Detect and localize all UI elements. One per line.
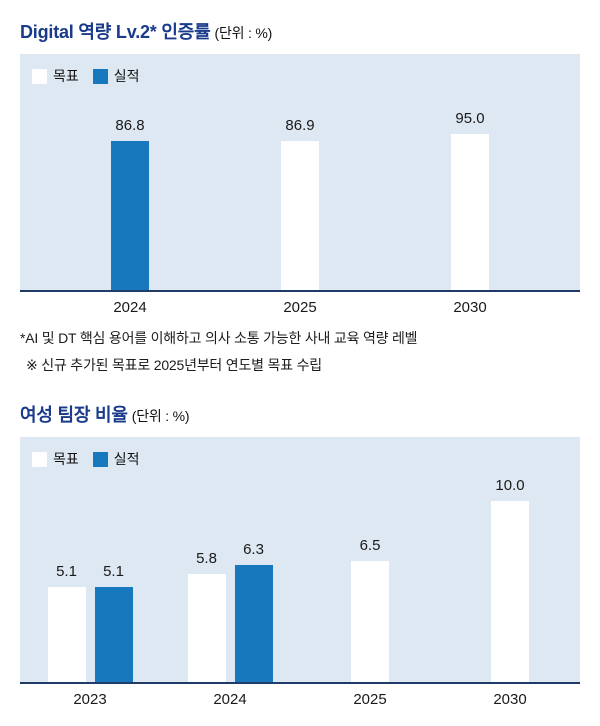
bar-actual bbox=[94, 586, 133, 682]
bars-area: 86.8 86.9 95.0 bbox=[20, 110, 580, 290]
category-label: 2025 bbox=[283, 299, 317, 316]
bar-with-label: 6.5 bbox=[351, 477, 389, 682]
category-row: 2024 2025 2030 bbox=[20, 299, 580, 316]
bar-actual bbox=[234, 564, 273, 682]
footnote: ※ 신규 추가된 목표로 2025년부터 연도별 목표 수립 bbox=[26, 357, 322, 373]
value-label: 6.3 bbox=[243, 540, 264, 558]
footnotes: *AI 및 DT 핵심 용어를 이해하고 의사 소통 가능한 사내 교육 역량 … bbox=[20, 328, 580, 375]
legend-label-actual: 실적 bbox=[113, 68, 140, 84]
chart-female-team-leader-ratio: 여성 팀장 비율 (단위 : %) 목표 실적 5.1 5.1 5.8 6.3 6.5 10… bbox=[20, 401, 580, 708]
chart-title-text: 여성 팀장 비율 bbox=[20, 405, 128, 425]
chart-panel: 목표 실적 5.1 5.1 5.8 6.3 6.5 10.0 bbox=[20, 437, 580, 684]
bar-target bbox=[47, 586, 86, 682]
bar-target bbox=[351, 560, 389, 682]
footnote: *AI 및 DT 핵심 용어를 이해하고 의사 소통 가능한 사내 교육 역량 … bbox=[20, 330, 418, 346]
legend-label-target: 목표 bbox=[53, 68, 79, 84]
bar-target bbox=[187, 573, 226, 682]
bar-group: 95.0 bbox=[410, 110, 530, 290]
bar-actual bbox=[111, 141, 149, 290]
category-label: 2024 bbox=[213, 691, 247, 708]
bar-group: 86.8 bbox=[70, 110, 190, 290]
chart-panel: 목표 실적 86.8 86.9 95.0 bbox=[20, 54, 580, 292]
value-label: 86.8 bbox=[115, 117, 145, 135]
chart-title-text: Digital 역량 Lv.2* 인증률 bbox=[20, 22, 211, 42]
value-label: 10.0 bbox=[495, 477, 525, 494]
bar-group: 5.1 5.1 bbox=[30, 477, 150, 682]
legend-item-target: 목표 bbox=[32, 66, 79, 86]
category-label: 2024 bbox=[113, 299, 147, 316]
bar-group: 5.8 6.3 bbox=[170, 477, 290, 682]
bar-with-label: 95.0 bbox=[451, 110, 489, 290]
bar-group: 6.5 bbox=[310, 477, 430, 682]
legend-label-target: 목표 bbox=[53, 451, 79, 467]
bars-area: 5.1 5.1 5.8 6.3 6.5 10.0 bbox=[20, 477, 580, 682]
legend: 목표 실적 bbox=[32, 449, 140, 469]
legend-label-actual: 실적 bbox=[113, 451, 140, 467]
bar-with-label: 6.3 bbox=[234, 477, 273, 682]
bar-with-label: 10.0 bbox=[491, 477, 529, 682]
value-label: 6.5 bbox=[359, 536, 381, 554]
value-label: 86.9 bbox=[285, 117, 315, 135]
bar-target bbox=[281, 141, 319, 290]
legend-swatch-target bbox=[32, 68, 47, 84]
chart-digital-lv2-certification: Digital 역량 Lv.2* 인증률 (단위 : %) 목표 실적 86.8 8… bbox=[20, 18, 580, 375]
bar-target bbox=[451, 134, 489, 290]
legend-swatch-actual bbox=[92, 68, 108, 84]
value-label: 5.1 bbox=[103, 562, 124, 580]
legend-swatch-target bbox=[32, 451, 47, 467]
bar-with-label: 5.1 bbox=[47, 477, 86, 682]
legend-item-actual: 실적 bbox=[92, 449, 140, 469]
category-row: 2023 2024 2025 2030 bbox=[20, 691, 580, 708]
bar-with-label: 86.8 bbox=[111, 110, 149, 290]
bar-target bbox=[491, 501, 529, 682]
chart-unit-label: (단위 : %) bbox=[214, 25, 273, 41]
chart-title: Digital 역량 Lv.2* 인증률 (단위 : %) bbox=[20, 18, 580, 44]
bar-with-label: 86.9 bbox=[281, 110, 319, 290]
category-label: 2030 bbox=[493, 691, 527, 708]
bar-group: 86.9 bbox=[240, 110, 360, 290]
value-label: 5.8 bbox=[196, 549, 217, 567]
legend-swatch-actual bbox=[92, 451, 108, 467]
bar-group: 10.0 bbox=[450, 477, 570, 682]
value-label: 95.0 bbox=[455, 110, 485, 127]
legend-item-actual: 실적 bbox=[92, 66, 140, 86]
value-label: 5.1 bbox=[56, 562, 77, 580]
category-label: 2023 bbox=[73, 691, 107, 708]
legend: 목표 실적 bbox=[32, 66, 140, 86]
category-label: 2025 bbox=[353, 691, 387, 708]
chart-title: 여성 팀장 비율 (단위 : %) bbox=[20, 401, 580, 427]
chart-unit-label: (단위 : %) bbox=[131, 408, 190, 424]
bar-with-label: 5.8 bbox=[187, 477, 226, 682]
category-label: 2030 bbox=[453, 299, 487, 316]
legend-item-target: 목표 bbox=[32, 449, 79, 469]
bar-with-label: 5.1 bbox=[94, 477, 133, 682]
